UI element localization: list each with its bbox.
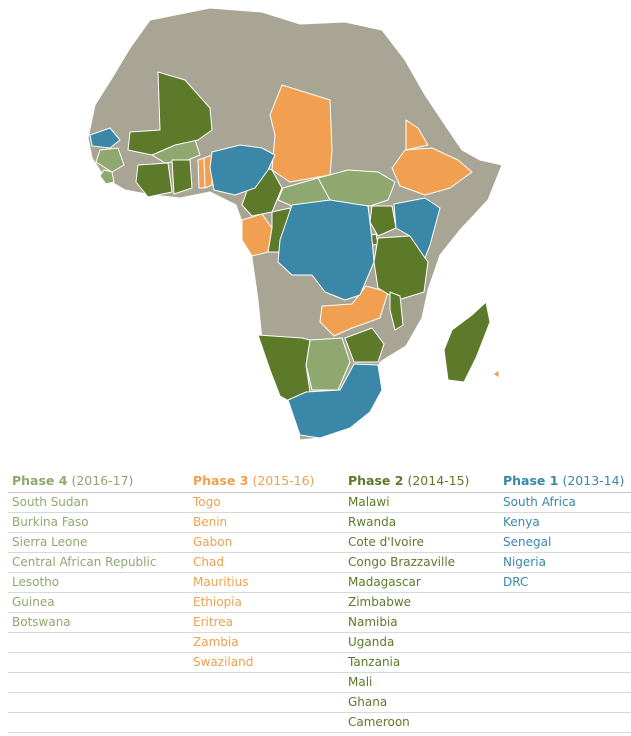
country-entry: Central African Republic	[12, 555, 157, 569]
phase-2-heading: Phase 2 (2014-15)	[348, 470, 469, 492]
country-entry: Togo	[193, 495, 221, 509]
phase-2-name: Phase 2	[348, 473, 404, 488]
country-entry: Mauritius	[193, 575, 249, 589]
country-entry: Kenya	[503, 515, 540, 529]
country-ghana	[171, 159, 193, 195]
row-divider	[8, 592, 631, 593]
country-entry: Ethiopia	[193, 595, 242, 609]
country-kenya	[393, 197, 441, 259]
row-divider	[8, 492, 631, 493]
country-uganda	[369, 205, 397, 237]
country-cote-divoire	[135, 162, 173, 198]
phase-2-years: (2014-15)	[407, 473, 470, 488]
country-malawi	[389, 291, 404, 331]
country-entry: Tanzania	[348, 655, 401, 669]
row-divider	[8, 572, 631, 573]
table-rules	[8, 470, 631, 736]
phase-3-list: Togo Benin Gabon Chad Mauritius Ethiopia Eritr…	[193, 492, 314, 672]
row-divider	[8, 552, 631, 553]
row-divider	[8, 632, 631, 633]
africa-map	[87, 7, 503, 441]
row-divider	[8, 672, 631, 673]
country-entry: Zimbabwe	[348, 595, 412, 609]
row-divider	[8, 732, 631, 733]
phase-1-name: Phase 1	[503, 473, 559, 488]
country-entry: Malawi	[348, 495, 390, 509]
country-entry: Swaziland	[193, 655, 254, 669]
phase-3-column: Phase 3 (2015-16) Togo Benin Gabon Chad Maur…	[193, 470, 314, 672]
country-chad	[269, 84, 333, 183]
country-entry: Cameroon	[348, 715, 410, 729]
country-drc	[277, 199, 375, 301]
country-entry: Botswana	[12, 615, 71, 629]
row-divider	[8, 692, 631, 693]
country-entry: Benin	[193, 515, 228, 529]
country-zambia	[319, 285, 389, 337]
country-entry: Lesotho	[12, 575, 60, 589]
country-senegal	[89, 127, 121, 149]
country-eritrea	[405, 119, 429, 151]
country-entry: DRC	[503, 575, 529, 589]
country-entry: Ghana	[348, 695, 388, 709]
phase-4-name: Phase 4	[12, 473, 68, 488]
country-entry: Chad	[193, 555, 224, 569]
country-entry: Madagascar	[348, 575, 421, 589]
country-sierra-leone	[99, 169, 115, 185]
country-entry: Cote d'Ivoire	[348, 535, 424, 549]
country-nigeria	[209, 144, 276, 196]
country-entry: Gabon	[193, 535, 233, 549]
row-divider	[8, 512, 631, 513]
country-mauritius	[492, 369, 500, 379]
phase-3-heading: Phase 3 (2015-16)	[193, 470, 314, 492]
country-entry: Burkina Faso	[12, 515, 89, 529]
country-entry: South Sudan	[12, 495, 89, 509]
country-entry: Nigeria	[503, 555, 546, 569]
country-madagascar	[443, 301, 491, 383]
country-entry: Eritrea	[193, 615, 233, 629]
row-divider	[8, 652, 631, 653]
country-entry: Congo Brazzaville	[348, 555, 456, 569]
phase-3-years: (2015-16)	[252, 473, 315, 488]
row-divider	[8, 532, 631, 533]
phase-2-list: Malawi Rwanda Cote d'Ivoire Congo Brazzavil…	[348, 492, 469, 732]
country-benin	[203, 154, 213, 189]
country-entry: Senegal	[503, 535, 552, 549]
phase-4-list: South Sudan Burkina Faso Sierra Leone Centr…	[12, 492, 156, 632]
country-zimbabwe	[344, 327, 385, 363]
phase-legend: Phase 4 (2016-17) South Sudan Burkina Fas…	[0, 470, 631, 736]
country-entry: South Africa	[503, 495, 576, 509]
country-ethiopia	[391, 147, 473, 196]
country-entry: Zambia	[193, 635, 239, 649]
phase-4-column: Phase 4 (2016-17) South Sudan Burkina Fas…	[12, 470, 156, 632]
phase-1-column: Phase 1 (2013-14) South Africa Kenya Seneg…	[503, 470, 624, 592]
phase-1-heading: Phase 1 (2013-14)	[503, 470, 624, 492]
country-entry: Rwanda	[348, 515, 397, 529]
row-divider	[8, 612, 631, 613]
country-mali	[127, 71, 213, 156]
country-entry: Sierra Leone	[12, 535, 88, 549]
phase-1-list: South Africa Kenya Senegal Nigeria DRC	[503, 492, 624, 592]
phase-1-years: (2013-14)	[562, 473, 625, 488]
phase-2-column: Phase 2 (2014-15) Malawi Rwanda Cote d'Ivo…	[348, 470, 469, 732]
country-entry: Guinea	[12, 595, 55, 609]
row-divider	[8, 712, 631, 713]
country-entry: Namibia	[348, 615, 398, 629]
country-entry: Mali	[348, 675, 373, 689]
phase-3-name: Phase 3	[193, 473, 249, 488]
country-south-africa	[287, 363, 383, 439]
phase-4-heading: Phase 4 (2016-17)	[12, 470, 156, 492]
country-guinea	[95, 147, 125, 173]
phase-4-years: (2016-17)	[71, 473, 134, 488]
country-entry: Uganda	[348, 635, 395, 649]
